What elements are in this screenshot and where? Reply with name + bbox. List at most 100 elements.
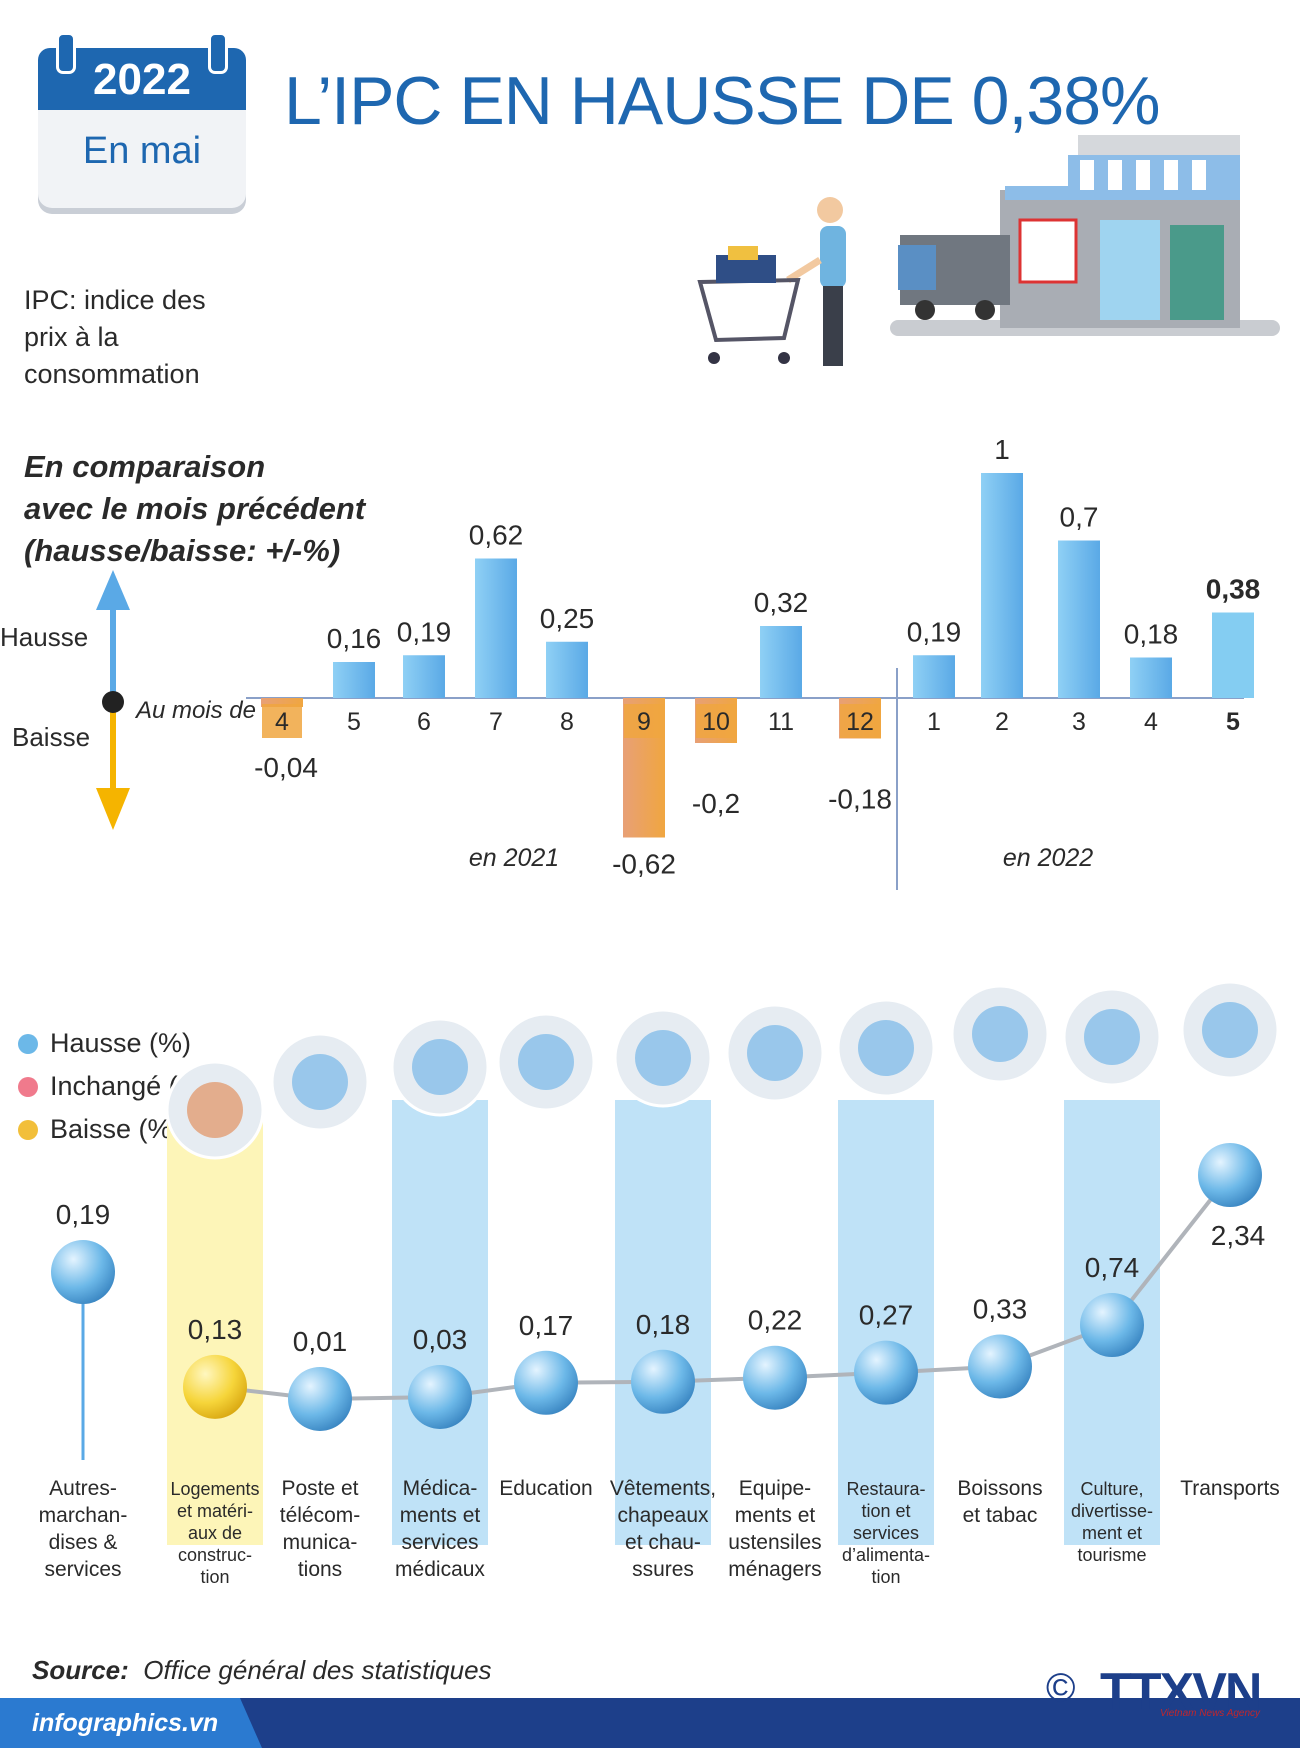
bar-value-label: 0,38 [1206,574,1261,605]
house-icon-glyph [187,1082,243,1138]
bar-value-label: -0,2 [692,788,740,819]
bar-value-label: 0,7 [1060,502,1099,533]
month-tick-highlight [262,704,302,738]
footer-site-link[interactable]: infographics.vn [32,1709,219,1737]
calendar-ring-icon [208,32,228,74]
bar [1058,540,1100,698]
bar-value-label: -0,04 [254,752,318,783]
category-label: Transports [1180,1477,1280,1500]
source-line: Source: Office général des statistiques [32,1655,492,1686]
calendar-ring-icon [56,32,76,74]
category-label: construc- [178,1545,252,1565]
month-tick-label: 6 [417,708,431,736]
month-tick-label: 8 [560,708,574,736]
category-label: tions [298,1558,342,1581]
bar [333,662,375,698]
legend-dot-baisse [18,1119,38,1140]
hausse-label: Hausse [0,622,89,652]
category-label: télécom- [280,1504,361,1527]
down-arrow-icon [96,788,130,830]
month-tick-label: 1 [927,708,941,736]
up-arrow-icon [96,570,130,610]
category-label: ménagers [728,1558,821,1581]
value-ball [854,1340,918,1405]
axis-label: Au mois de [134,697,256,724]
category-label: Vêtements, [610,1477,716,1500]
footer-bar [0,1698,1300,1748]
category-label: ustensiles [728,1531,821,1554]
value-label: 0,18 [636,1309,691,1340]
origin-dot-icon [102,691,124,713]
month-tick-label: 4 [1144,708,1158,736]
category-label: chapeaux [617,1504,709,1527]
value-label: 0,33 [973,1294,1028,1325]
value-label: 0,01 [293,1326,348,1357]
bar-value-label: -0,18 [828,784,892,815]
legend-label: Baisse (%) [50,1114,181,1144]
truck-icon [898,235,1010,320]
category-label: divertisse- [1071,1501,1153,1521]
shopping-illustration [697,135,1280,366]
source-label: Source: [32,1655,129,1685]
category-label: Equipe- [739,1477,811,1500]
value-ball [743,1345,807,1410]
category-label: tion [871,1567,900,1587]
calendar-year: 2022 [93,55,191,104]
category-label: médicaux [395,1558,485,1581]
value-ball [1198,1143,1262,1207]
monthly-cpi-bar-chart: Au mois de 4 -0,04 5 0,16 6 0,19 7 0,62 8 0,25 9 -0,… [134,434,1261,890]
bar-value-label: 0,19 [907,616,962,647]
category-label: ssures [632,1558,694,1581]
clapperboard-icon-glyph [1084,1009,1140,1065]
washing-machine-icon-glyph [747,1025,803,1081]
value-ball [514,1350,578,1415]
comparison-heading-line: avec le mois précédent [24,491,366,526]
month-tick-label: 11 [768,708,794,736]
bar [760,626,802,698]
category-label: ments et [400,1504,481,1527]
agency-subtitle: Vietnam News Agency [1160,1708,1261,1719]
category-label: et tabac [963,1504,1038,1527]
year-label: en 2022 [1003,844,1093,872]
month-tick-label: 12 [846,708,874,736]
source-text: Office général des statistiques [143,1655,492,1685]
category-highlight-column [392,1100,488,1545]
month-tick-highlight [696,704,736,738]
shopper-icon [697,197,846,366]
comparison-heading-line: En comparaison [24,449,266,484]
category-label: services [853,1523,919,1543]
value-ball [183,1354,247,1419]
category-label: Autres- [49,1477,117,1500]
legend-dot-inchange [18,1076,38,1097]
trend-line [214,1173,1232,1401]
category-cpi-chart: 0,19 Autres-marchan-dises & services 0,13 Lo… [39,980,1280,1587]
comparison-heading: En comparaison avec le mois précédent (h… [24,446,404,572]
month-tick-label: 10 [702,708,730,736]
category-highlight-column [838,1100,934,1545]
category-label: ments et [735,1504,816,1527]
category-label: marchan- [39,1504,128,1527]
category-label: d’alimenta- [842,1545,930,1565]
bar-value-label: 0,32 [754,587,809,618]
category-legend: Hausse (%) Inchangé (%) Baisse (%) [18,1022,211,1151]
value-ball [968,1334,1032,1399]
pills-icon-glyph [412,1039,468,1095]
traffic-light-icon-glyph [1202,1002,1258,1058]
bar-value-label: 1 [994,434,1010,465]
value-label: 0,74 [1085,1252,1140,1283]
calendar-month: En mai [82,130,202,172]
category-label: dises & [49,1531,118,1554]
category-label: Boissons [957,1477,1042,1500]
bar [913,655,955,698]
copyright-icon: © [1046,1666,1076,1710]
ipc-definition-line: consommation [24,359,200,389]
value-label: 0,17 [519,1310,574,1341]
category-highlight-column [167,1100,263,1545]
category-label: aux de [188,1523,242,1543]
month-tick-highlight [624,704,664,738]
month-tick-highlight [840,704,880,738]
baisse-label: Baisse [12,722,91,752]
value-ball [631,1349,695,1414]
category-label: Médica- [403,1477,478,1500]
category-label: Education [499,1477,592,1500]
